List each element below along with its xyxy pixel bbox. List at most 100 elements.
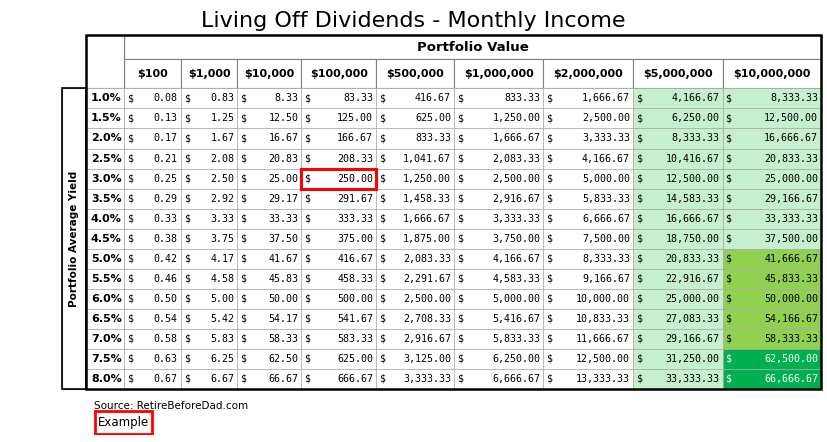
Bar (237, 88, 301, 108)
Text: 1,250.00: 1,250.00 (492, 114, 541, 123)
Text: 1,875.00: 1,875.00 (403, 234, 451, 244)
Bar (633, 349, 723, 369)
Bar (454, 329, 543, 349)
Text: $: $ (241, 254, 246, 264)
Text: $: $ (127, 294, 133, 304)
Text: 12,500.00: 12,500.00 (576, 354, 630, 364)
Bar (237, 349, 301, 369)
Bar (124, 349, 181, 369)
Text: 8,333.33: 8,333.33 (672, 133, 719, 144)
Bar (301, 249, 376, 269)
Bar (237, 149, 301, 168)
Text: $: $ (457, 354, 463, 364)
Text: 333.33: 333.33 (337, 213, 373, 224)
Text: 1.67: 1.67 (210, 133, 234, 144)
Text: $: $ (127, 254, 133, 264)
Text: $: $ (184, 153, 190, 164)
Bar (454, 209, 543, 229)
Bar (301, 189, 376, 209)
Text: 1,458.33: 1,458.33 (403, 194, 451, 204)
Text: 1,250.00: 1,250.00 (403, 174, 451, 183)
Text: $: $ (304, 93, 310, 103)
Bar (633, 329, 723, 349)
Text: $: $ (380, 153, 385, 164)
Text: $: $ (380, 194, 385, 204)
Text: $: $ (304, 153, 310, 164)
Text: Portfolio Value: Portfolio Value (417, 41, 528, 54)
Bar (237, 289, 301, 309)
Text: 25,000.00: 25,000.00 (666, 294, 719, 304)
Text: 3,333.33: 3,333.33 (403, 374, 451, 384)
Text: 29,166.67: 29,166.67 (666, 334, 719, 344)
Bar (543, 309, 633, 329)
Bar (543, 59, 633, 88)
Text: $: $ (547, 234, 552, 244)
Text: 20.83: 20.83 (268, 153, 299, 164)
Bar (376, 309, 454, 329)
Text: 54,166.67: 54,166.67 (764, 314, 818, 324)
Text: 2.08: 2.08 (210, 153, 234, 164)
Text: 16.67: 16.67 (268, 133, 299, 144)
Text: 0.25: 0.25 (154, 174, 178, 183)
Bar (376, 189, 454, 209)
Bar (237, 209, 301, 229)
Bar (124, 168, 181, 189)
Text: $: $ (184, 374, 190, 384)
Text: 5,000.00: 5,000.00 (492, 294, 541, 304)
Bar (86, 168, 124, 189)
Text: $: $ (241, 274, 246, 284)
Text: $: $ (184, 354, 190, 364)
Text: 1.0%: 1.0% (91, 93, 122, 103)
Bar (86, 149, 124, 168)
Text: $: $ (241, 314, 246, 324)
Text: 10,833.33: 10,833.33 (576, 314, 630, 324)
Text: $: $ (547, 274, 552, 284)
Bar (62, 88, 86, 389)
Text: $: $ (380, 174, 385, 183)
Text: 7,500.00: 7,500.00 (582, 234, 630, 244)
Bar (124, 369, 181, 389)
Bar (376, 349, 454, 369)
Text: $: $ (725, 153, 732, 164)
Text: $: $ (127, 133, 133, 144)
Text: 58.33: 58.33 (268, 334, 299, 344)
Text: $: $ (127, 114, 133, 123)
Text: 3.33: 3.33 (210, 213, 234, 224)
Text: $: $ (725, 314, 732, 324)
Text: $: $ (457, 294, 463, 304)
Bar (723, 149, 821, 168)
Text: $10,000: $10,000 (244, 69, 294, 79)
Bar (633, 229, 723, 249)
Text: 2,083.33: 2,083.33 (492, 153, 541, 164)
Text: 6,666.67: 6,666.67 (492, 374, 541, 384)
Text: 3,333.33: 3,333.33 (582, 133, 630, 144)
Bar (181, 349, 237, 369)
Text: 33,333.33: 33,333.33 (764, 213, 818, 224)
Text: 6.0%: 6.0% (91, 294, 122, 304)
Text: 54.17: 54.17 (268, 314, 299, 324)
Text: $: $ (547, 93, 552, 103)
Text: $: $ (457, 274, 463, 284)
Text: $: $ (241, 234, 246, 244)
Text: $: $ (184, 274, 190, 284)
Text: 41,666.67: 41,666.67 (764, 254, 818, 264)
Text: 3,333.33: 3,333.33 (492, 213, 541, 224)
Text: 22,916.67: 22,916.67 (666, 274, 719, 284)
Text: $: $ (457, 234, 463, 244)
Text: 8,333.33: 8,333.33 (582, 254, 630, 264)
Text: 2,500.00: 2,500.00 (492, 174, 541, 183)
Bar (723, 189, 821, 209)
Bar (723, 209, 821, 229)
Bar (723, 309, 821, 329)
Bar (723, 129, 821, 149)
Bar (543, 349, 633, 369)
Text: 20,833.33: 20,833.33 (666, 254, 719, 264)
Text: Living Off Dividends - Monthly Income: Living Off Dividends - Monthly Income (201, 11, 626, 31)
Bar (86, 209, 124, 229)
Text: $: $ (547, 174, 552, 183)
Text: $: $ (547, 114, 552, 123)
Bar (124, 149, 181, 168)
Bar (454, 369, 543, 389)
Text: 2,083.33: 2,083.33 (403, 254, 451, 264)
Text: $: $ (725, 114, 732, 123)
